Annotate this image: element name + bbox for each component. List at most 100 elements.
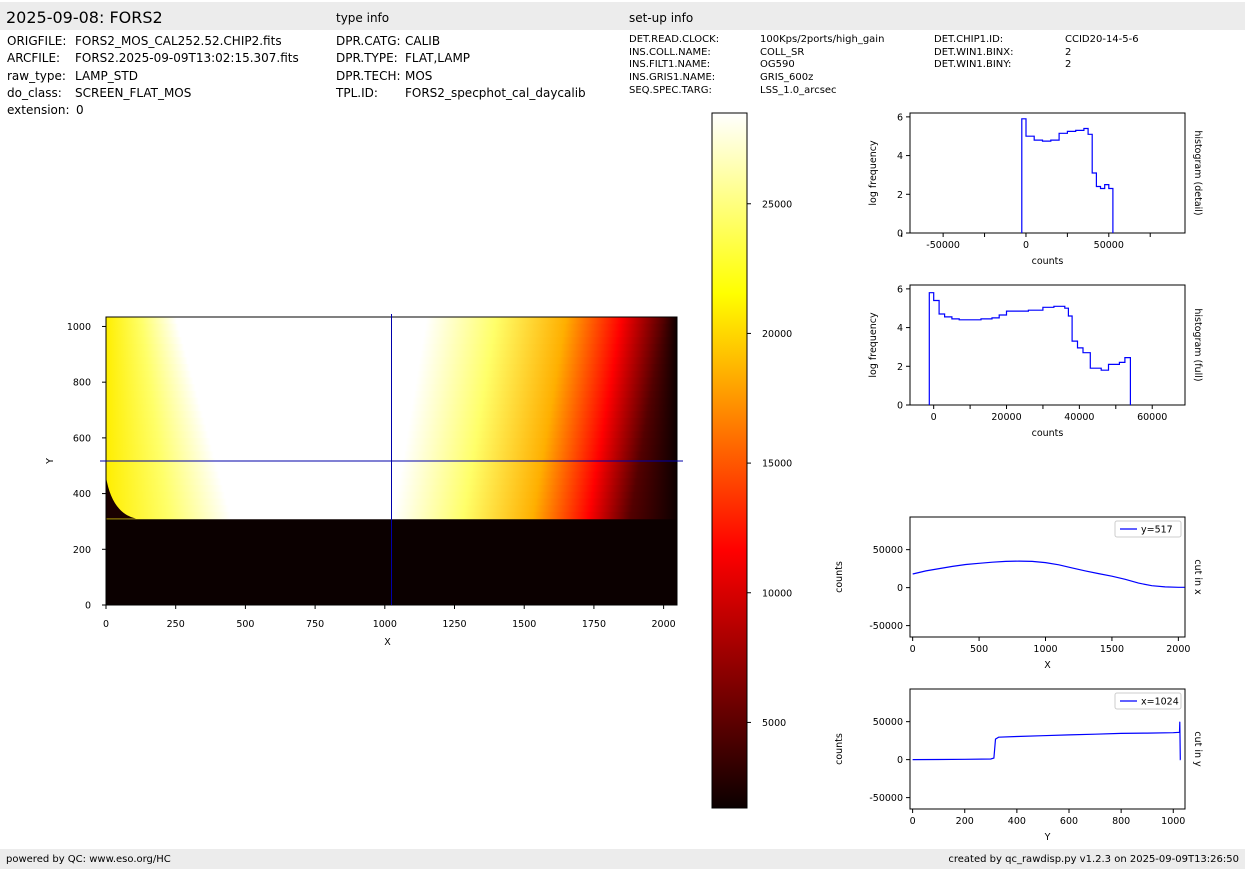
- footer-credit-link[interactable]: powered by QC: www.eso.org/HC: [6, 854, 171, 865]
- setup-value: 100Kps/2ports/high_gain: [760, 34, 885, 45]
- x-tick-label: 1250: [442, 619, 466, 630]
- x-tick-label: 500: [970, 644, 988, 655]
- colorbar-tick-label: 25000: [762, 199, 792, 210]
- colorbar-tick-label: 15000: [762, 459, 792, 470]
- header-band: [0, 2, 1245, 30]
- y-tick-label: 400: [73, 489, 91, 500]
- x-tick-label: 50000: [1094, 240, 1124, 251]
- x-tick-label: 60000: [1137, 412, 1167, 423]
- y-tick-label: 0: [85, 601, 91, 612]
- file-info-value: FORS2.2025-09-09T13:02:15.307.fits: [75, 51, 299, 65]
- file-info-key: raw_type:: [7, 69, 66, 83]
- type-info-value: MOS: [405, 69, 433, 83]
- plot-frame: [909, 112, 1186, 234]
- type-info-value: FLAT,LAMP: [405, 51, 471, 65]
- x-tick-label: 1000: [1161, 816, 1185, 827]
- x-tick-label: 20000: [991, 412, 1021, 423]
- x-tick-label: 1500: [512, 619, 536, 630]
- colorbar-tick-label: 5000: [762, 718, 786, 729]
- series-line: [912, 721, 1181, 761]
- y-tick-label: 6: [897, 112, 903, 123]
- file-info-key: ARCFILE:: [7, 51, 61, 65]
- setup-key: DET.WIN1.BINX:: [934, 47, 1014, 58]
- x-tick-label: 1500: [1100, 644, 1124, 655]
- x-tick-label: 1750: [582, 619, 606, 630]
- x-tick-label: 200: [956, 816, 974, 827]
- setup-info-label: set-up info: [629, 11, 694, 25]
- x-tick-label: 0: [910, 816, 916, 827]
- y-tick-label: 6: [897, 284, 903, 295]
- plot-frame: [909, 688, 1186, 810]
- x-tick-label: 500: [236, 619, 254, 630]
- x-tick-label: 800: [1112, 816, 1130, 827]
- colorbar-tick-label: 20000: [762, 329, 792, 340]
- histogram-detail-panel: -50000 0 50000 0 2 4 6 counts log frequency histo…: [868, 112, 1203, 267]
- x-tick-label: 1000: [1033, 644, 1057, 655]
- series-line: [1021, 118, 1114, 233]
- y-tick-label: 0: [897, 229, 903, 240]
- y-tick-label: 2: [897, 190, 903, 201]
- setup-value: 2: [1065, 59, 1072, 70]
- y-axis-label: log frequency: [868, 312, 879, 378]
- legend-label: y=517: [1141, 525, 1173, 536]
- x-axis-label: counts: [1032, 428, 1064, 439]
- file-info-value: SCREEN_FLAT_MOS: [75, 86, 192, 100]
- file-info-value: LAMP_STD: [75, 69, 138, 83]
- page-title: 2025-09-08: FORS2: [6, 8, 163, 27]
- type-info-key: DPR.CATG:: [336, 34, 401, 48]
- y-tick-label: 4: [897, 151, 903, 162]
- plot-frame: [909, 284, 1186, 406]
- y-tick-label: 1000: [67, 322, 91, 333]
- image-panel: 0 250 500 750 1000 1250 1500 1750 2000 0 200 400 600…: [45, 314, 683, 648]
- x-tick-label: 750: [306, 619, 324, 630]
- file-info-key: do_class:: [7, 86, 62, 100]
- y-axis-label: Y: [45, 458, 56, 465]
- y-tick-label: 0: [897, 401, 903, 412]
- colorbar: 5000 10000 15000 20000 25000: [711, 112, 792, 809]
- y-tick-label: 4: [897, 323, 903, 334]
- colorbar-gradient: [711, 112, 748, 809]
- image-dark-corner: [106, 476, 136, 519]
- y-tick-label: 50000: [873, 545, 903, 556]
- series-line: [912, 560, 1185, 588]
- y-axis-label: counts: [834, 561, 845, 593]
- type-info-value: CALIB: [405, 34, 441, 48]
- y-tick-label: -50000: [869, 621, 903, 632]
- type-info-key: DPR.TECH:: [336, 69, 401, 83]
- side-label: cut in x: [1192, 559, 1203, 595]
- y-axis-label: counts: [834, 733, 845, 765]
- file-info-key: extension:: [7, 103, 70, 117]
- legend-box: [1114, 692, 1182, 710]
- type-info-key: DPR.TYPE:: [336, 51, 398, 65]
- type-info-value: FORS2_specphot_cal_daycalib: [405, 86, 586, 100]
- colorbar-tick-label: 10000: [762, 588, 792, 599]
- y-axis-label: log frequency: [868, 140, 879, 206]
- file-info-value: 0: [76, 103, 84, 117]
- x-tick-label: 400: [1008, 816, 1026, 827]
- footer-created-by: created by qc_rawdisp.py v1.2.3 on 2025-…: [948, 854, 1239, 865]
- setup-key: DET.READ.CLOCK:: [629, 34, 720, 45]
- histogram-full-panel: 0 20000 40000 60000 0 2 4 6 counts log frequency h…: [868, 284, 1203, 439]
- x-axis-label: X: [1044, 660, 1051, 671]
- legend-box: [1114, 520, 1182, 538]
- setup-key: INS.GRIS1.NAME:: [629, 72, 716, 83]
- series-line: [928, 292, 1132, 405]
- setup-key: DET.WIN1.BINY:: [934, 59, 1012, 70]
- x-tick-label: 2000: [1166, 644, 1190, 655]
- y-tick-label: 50000: [873, 717, 903, 728]
- file-info-key: ORIGFILE:: [7, 34, 67, 48]
- setup-value: OG590: [760, 59, 795, 70]
- x-tick-label: 1000: [373, 619, 397, 630]
- x-axis-label: Y: [1044, 832, 1051, 843]
- type-info-label: type info: [336, 11, 390, 25]
- x-tick-label: 0: [931, 412, 937, 423]
- type-info-key: TPL.ID:: [336, 86, 378, 100]
- setup-value: 2: [1065, 47, 1072, 58]
- setup-key: INS.FILT1.NAME:: [629, 59, 711, 70]
- x-axis-label: X: [384, 637, 391, 648]
- x-tick-label: 40000: [1064, 412, 1094, 423]
- x-tick-label: 0: [103, 619, 109, 630]
